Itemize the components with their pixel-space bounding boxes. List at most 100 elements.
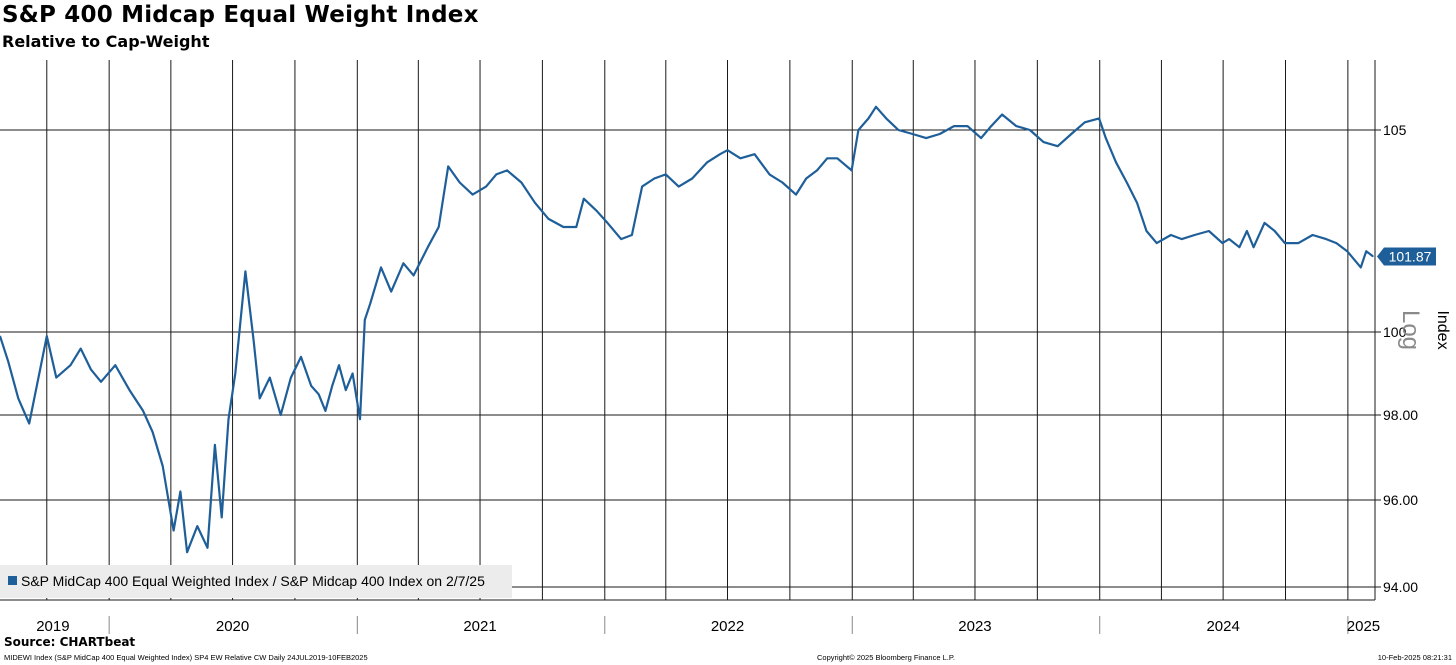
data-point bbox=[781, 181, 784, 184]
x-year-label: 2024 bbox=[1206, 618, 1239, 635]
data-point bbox=[596, 210, 598, 212]
data-point bbox=[1360, 266, 1362, 268]
x-year-label: 2025 bbox=[1347, 618, 1380, 635]
last-value-label: 101.87 bbox=[1389, 248, 1432, 264]
data-point bbox=[1098, 117, 1100, 119]
y-axis-title: Index bbox=[1434, 310, 1451, 349]
data-point bbox=[816, 169, 818, 171]
data-point bbox=[318, 393, 320, 395]
data-point bbox=[719, 153, 721, 155]
data-point bbox=[338, 364, 340, 366]
data-point bbox=[953, 125, 955, 127]
data-point bbox=[214, 444, 216, 446]
data-point bbox=[726, 149, 729, 151]
legend-label: S&P MidCap 400 Equal Weighted Index / S&… bbox=[21, 573, 485, 589]
data-point bbox=[857, 129, 860, 131]
data-point bbox=[939, 133, 941, 135]
data-point bbox=[990, 125, 992, 127]
data-point bbox=[1221, 242, 1223, 244]
data-point bbox=[173, 529, 175, 532]
data-point bbox=[678, 186, 680, 188]
data-point bbox=[768, 173, 771, 175]
data-point bbox=[1105, 137, 1107, 139]
data-point bbox=[805, 177, 807, 180]
chart-title: S&P 400 Midcap Equal Weight Index bbox=[2, 2, 479, 28]
data-point bbox=[1312, 234, 1314, 236]
data-point bbox=[324, 410, 326, 412]
data-point bbox=[875, 106, 877, 108]
data-point bbox=[506, 169, 508, 171]
data-point bbox=[402, 262, 404, 264]
data-point bbox=[1371, 254, 1373, 256]
y-tick-label: 105 bbox=[1383, 122, 1407, 138]
data-point bbox=[186, 551, 188, 553]
data-point bbox=[1156, 242, 1158, 244]
data-point bbox=[352, 372, 354, 375]
data-point bbox=[114, 364, 116, 366]
legend: S&P MidCap 400 Equal Weighted Index / S&… bbox=[0, 565, 512, 598]
data-point bbox=[69, 364, 72, 366]
data-point bbox=[836, 157, 838, 159]
data-point bbox=[631, 234, 633, 236]
data-point bbox=[562, 226, 565, 228]
data-point bbox=[290, 377, 292, 379]
data-point bbox=[691, 177, 693, 180]
data-point bbox=[885, 117, 887, 119]
data-point bbox=[1136, 202, 1138, 204]
legend-background bbox=[0, 565, 512, 598]
data-point bbox=[364, 319, 366, 321]
data-point bbox=[1274, 230, 1276, 232]
data-point bbox=[413, 274, 415, 276]
data-point bbox=[912, 133, 914, 135]
data-point bbox=[795, 194, 797, 196]
data-point bbox=[641, 186, 643, 188]
y-tick-label: 94.00 bbox=[1383, 579, 1418, 595]
data-point bbox=[46, 335, 48, 337]
data-point bbox=[653, 177, 655, 180]
data-point bbox=[1325, 238, 1327, 240]
data-point bbox=[179, 490, 181, 493]
data-point bbox=[1057, 145, 1059, 147]
series-group bbox=[0, 105, 1374, 554]
y-tick-label: 96.00 bbox=[1383, 492, 1418, 508]
data-point bbox=[1263, 222, 1266, 224]
data-point bbox=[1253, 246, 1255, 248]
data-point bbox=[1346, 250, 1348, 252]
data-point bbox=[606, 222, 609, 224]
data-point bbox=[221, 516, 223, 519]
data-point bbox=[459, 181, 461, 184]
data-point bbox=[1228, 238, 1230, 240]
gridlines bbox=[0, 60, 1376, 601]
data-point bbox=[196, 525, 198, 527]
data-point bbox=[331, 385, 333, 387]
data-point bbox=[1297, 242, 1299, 244]
data-point bbox=[280, 414, 282, 416]
data-point bbox=[17, 397, 19, 399]
data-point bbox=[1208, 230, 1210, 232]
data-point bbox=[583, 198, 585, 200]
data-point bbox=[1001, 113, 1003, 116]
data-point bbox=[259, 397, 261, 399]
data-point bbox=[253, 339, 255, 341]
data-point bbox=[575, 226, 577, 228]
data-point bbox=[1284, 242, 1286, 244]
data-point bbox=[897, 129, 900, 131]
ticker-footnote: MIDEWI Index (S&P MidCap 400 Equal Weigh… bbox=[4, 653, 368, 662]
data-point bbox=[1246, 230, 1248, 232]
series-line bbox=[0, 105, 1374, 554]
data-point bbox=[162, 465, 164, 467]
data-point bbox=[534, 202, 536, 204]
data-point bbox=[1126, 181, 1128, 184]
data-point bbox=[1194, 234, 1196, 236]
data-point bbox=[1015, 125, 1017, 127]
timestamp-footnote: 10-Feb-2025 08:21:31 bbox=[1377, 653, 1452, 662]
y-tick-label: 98.00 bbox=[1383, 407, 1418, 423]
data-point bbox=[1029, 129, 1031, 131]
data-point bbox=[665, 173, 667, 175]
data-point bbox=[966, 125, 969, 127]
data-point bbox=[310, 385, 312, 387]
data-point bbox=[547, 218, 550, 220]
copyright-footnote: Copyright© 2025 Bloomberg Finance L.P. bbox=[817, 653, 955, 662]
data-point bbox=[495, 173, 497, 175]
